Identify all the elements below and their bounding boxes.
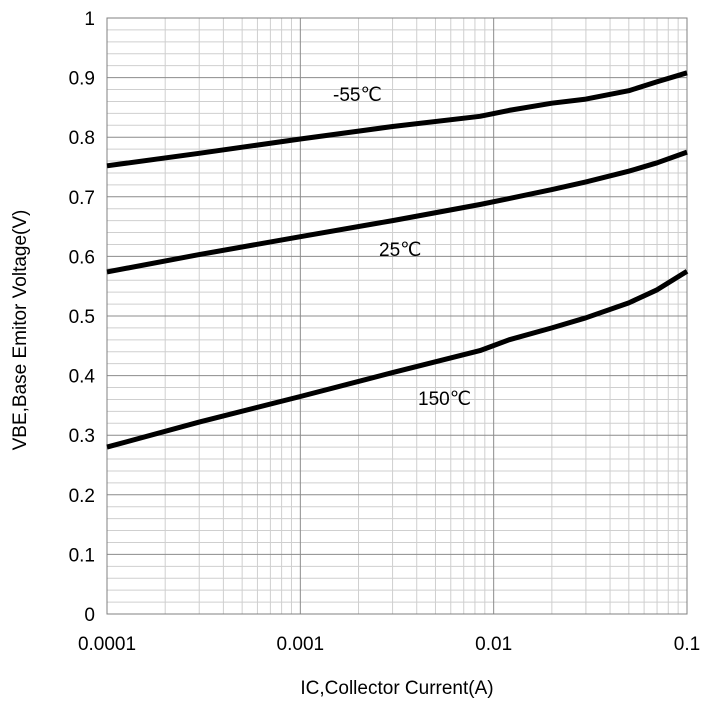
y-tick-label: 0.3 <box>69 426 95 447</box>
plot-frame <box>106 17 688 615</box>
series-lines <box>106 70 689 450</box>
y-tick-labels: 0 0.1 0.2 0.3 0.4 0.5 0.6 0.7 0.8 0.9 1 <box>69 9 96 626</box>
y-tick-label: 0.5 <box>69 307 95 328</box>
series-line-0 <box>106 70 688 169</box>
x-tick-label: 0.01 <box>475 634 512 655</box>
x-tick-label: 0.001 <box>277 634 325 655</box>
y-tick-label: 0 <box>84 605 95 626</box>
y-tick-label: 1 <box>84 9 95 30</box>
major-grid <box>107 18 687 614</box>
y-tick-label: 0.2 <box>69 486 95 507</box>
x-axis-title: IC,Collector Current(A) <box>300 678 493 699</box>
y-tick-label: 0.7 <box>69 188 95 209</box>
minor-grid <box>107 18 687 614</box>
y-tick-label: 0.9 <box>69 69 95 90</box>
y-tick-label: 0.6 <box>69 247 95 268</box>
x-tick-labels: 0.0001 0.001 0.01 0.1 <box>78 634 700 655</box>
y-tick-label: 0.1 <box>69 545 95 566</box>
series-line-1 <box>106 149 688 275</box>
y-tick-label: 0.4 <box>69 367 96 388</box>
x-tick-label: 0.1 <box>674 634 700 655</box>
y-tick-label: 0.8 <box>69 128 95 149</box>
curve-label-150: 150℃ <box>418 389 471 410</box>
curve-label-minus55: -55℃ <box>333 85 382 106</box>
curve-label-25: 25℃ <box>379 240 421 261</box>
x-tick-label: 0.0001 <box>78 634 136 655</box>
y-axis-title: VBE,Base Emitor Voltage(V) <box>10 210 31 451</box>
series-line-2 <box>106 269 689 450</box>
